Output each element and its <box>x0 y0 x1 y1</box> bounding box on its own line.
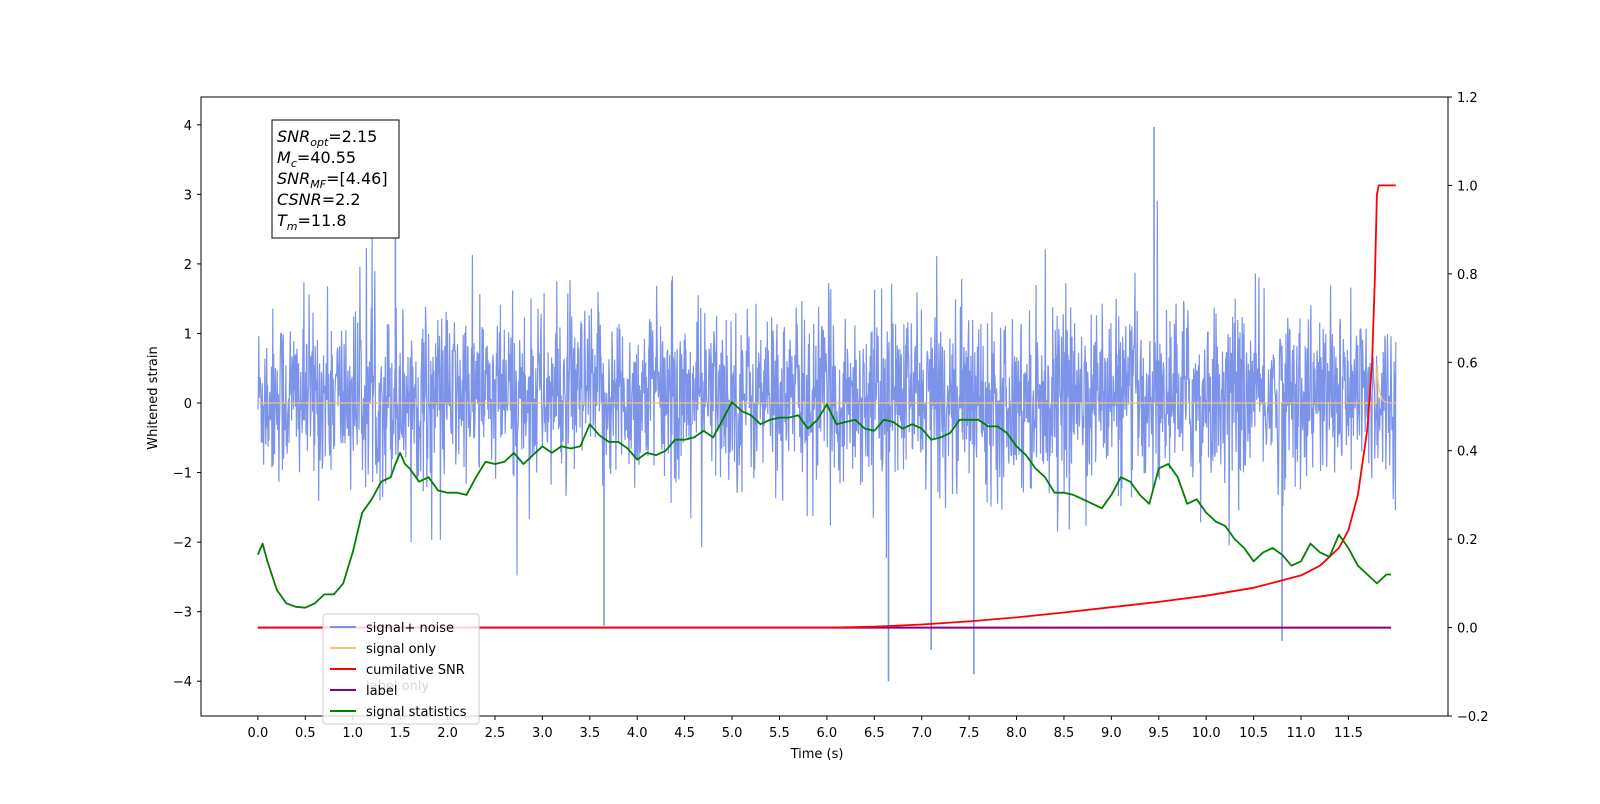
y-left-tick-label: 3 <box>184 188 192 203</box>
y-left-tick-label: −4 <box>173 675 192 690</box>
y-left-tick-label: −2 <box>173 536 192 551</box>
y-right-tick-label: −0.2 <box>1457 710 1489 725</box>
x-tick-label: 4.5 <box>674 726 695 741</box>
plot-frame <box>200 96 1449 717</box>
legend-entry-label: signal statistics <box>366 705 467 720</box>
legend-entry-label: label <box>366 684 397 699</box>
x-tick-label: 0.5 <box>295 726 316 741</box>
y-right-tick-label: 0.6 <box>1457 356 1478 371</box>
info-box-line: SNRopt=2.15 <box>277 127 377 149</box>
y-right-tick-label: 0.2 <box>1457 533 1478 548</box>
legend-entry-label: signal+ noise <box>366 621 454 636</box>
y-right-tick-label: 0.0 <box>1457 622 1478 637</box>
axes-layer: 0.0 0.5 1.0 1.5 2.0 2.5 3.0 3.5 4.0 4.5 5.0 5.5 6.0 6… <box>173 91 1489 741</box>
x-tick-label: 2.0 <box>437 726 458 741</box>
x-tick-label: 8.5 <box>1054 726 1075 741</box>
x-tick-label: 8.0 <box>1006 726 1027 741</box>
legend-entry-label: signal only <box>366 642 436 657</box>
info-box-line: SNRMF=[4.46] <box>277 169 388 191</box>
info-box-line: Tm=11.8 <box>277 211 347 233</box>
y-right-tick-label: 1.2 <box>1457 91 1478 106</box>
x-tick-label: 11.0 <box>1287 726 1316 741</box>
x-tick-label: 2.5 <box>485 726 506 741</box>
x-tick-label: 7.5 <box>959 726 980 741</box>
x-tick-label: 10.5 <box>1239 726 1268 741</box>
y-left-tick-label: −1 <box>173 467 192 482</box>
y-left-tick-label: 1 <box>184 327 192 342</box>
x-axis-label: Time (s) <box>790 747 844 762</box>
y-right-tick-label: 1.0 <box>1457 179 1478 194</box>
series-signal-noise <box>257 200 1397 576</box>
series-signal-statistics <box>257 401 1392 609</box>
x-tick-label: 10.0 <box>1192 726 1221 741</box>
x-tick-label: 1.0 <box>342 726 363 741</box>
plot-area <box>257 126 1397 682</box>
x-tick-label: 1.5 <box>390 726 411 741</box>
x-tick-label: 3.5 <box>579 726 600 741</box>
x-tick-label: 9.5 <box>1148 726 1169 741</box>
y-left-tick-label: 0 <box>184 397 192 412</box>
y-left-tick-label: 4 <box>184 119 192 134</box>
y-axis-label: Whitened strain <box>146 346 161 449</box>
x-tick-label: 3.0 <box>532 726 553 741</box>
x-tick-label: 5.5 <box>769 726 790 741</box>
y-right-tick-label: 0.8 <box>1457 268 1478 283</box>
x-tick-label: 11.5 <box>1334 726 1363 741</box>
legend-frame <box>322 613 480 725</box>
y-left-tick-label: 2 <box>184 258 192 273</box>
x-tick-label: 9.0 <box>1101 726 1122 741</box>
x-tick-label: 6.5 <box>864 726 885 741</box>
legend-entry-label: cumilative SNR <box>366 663 465 678</box>
series-cumulative-snr <box>257 184 1396 629</box>
x-tick-label: 6.0 <box>817 726 838 741</box>
x-tick-label: 4.0 <box>627 726 648 741</box>
x-tick-label: 7.0 <box>911 726 932 741</box>
x-tick-label: 0.0 <box>248 726 269 741</box>
y-right-tick-label: 0.4 <box>1457 445 1478 460</box>
x-tick-label: 5.0 <box>722 726 743 741</box>
legend-hidden-label: label only <box>366 679 429 694</box>
info-box-line: CSNR=2.2 <box>277 190 361 209</box>
info-box-line: Mc=40.55 <box>277 148 356 170</box>
info-box-frame <box>271 119 400 239</box>
y-left-tick-label: −3 <box>173 606 192 621</box>
legend: label only signal+ noise signal only cumila… <box>322 613 480 725</box>
series-signal-only <box>257 364 1396 405</box>
